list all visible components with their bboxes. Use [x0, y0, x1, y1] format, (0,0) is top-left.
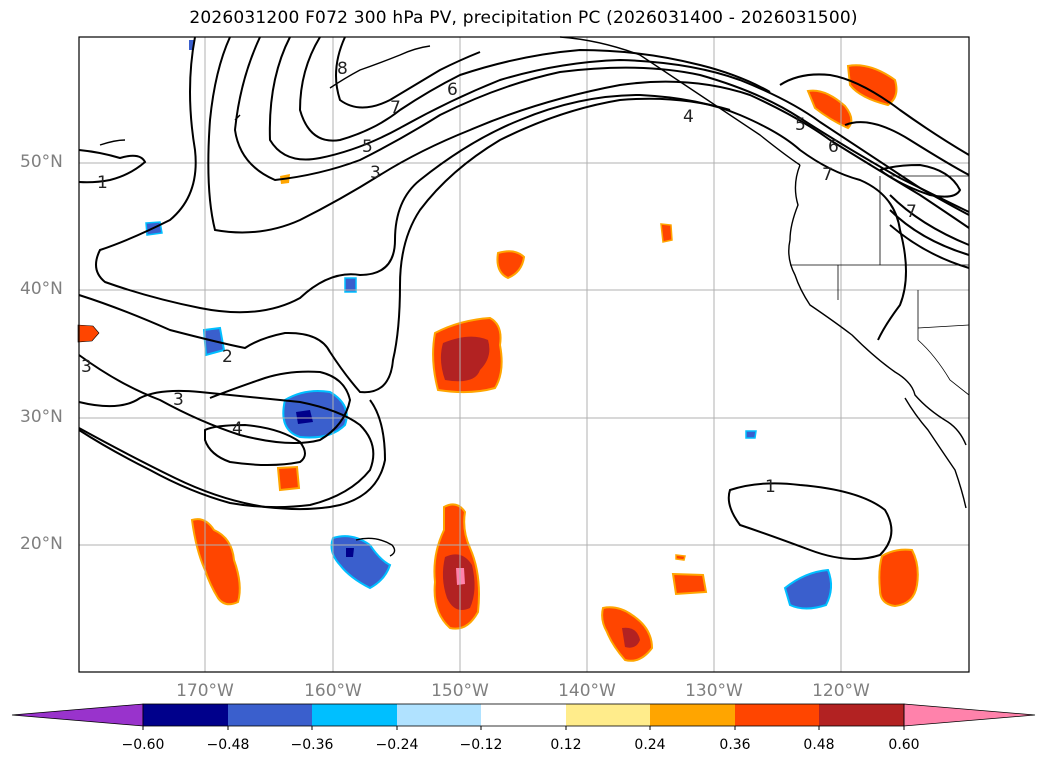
contour-label: 7 — [906, 202, 917, 222]
colorbar-segment — [397, 704, 481, 726]
colorbar-tick: 0.12 — [550, 737, 582, 753]
pv-contours — [78, 36, 970, 560]
colorbar-segment — [143, 704, 228, 726]
colorbar-segment — [481, 704, 566, 726]
colorbar-tick: −0.12 — [459, 737, 503, 753]
lon-label-160w: 160°W — [304, 681, 362, 701]
contour-label: 7 — [822, 165, 833, 185]
lat-label-30n: 30°N — [20, 407, 63, 427]
lon-label-120w: 120°W — [812, 681, 870, 701]
colorbar-tick: −0.48 — [206, 737, 250, 753]
lat-label-40n: 40°N — [20, 279, 63, 299]
colorbar-segment — [735, 704, 819, 726]
colorbar-segment — [566, 704, 650, 726]
contour-label: 6 — [447, 80, 458, 100]
pv-contour-labels: 1 2 3 4 5 6 7 8 1 3 4 5 6 7 7 3 — [81, 59, 917, 497]
colorbar-segment — [650, 704, 735, 726]
contour-label: 2 — [222, 347, 233, 367]
colorbar-tick: 0.24 — [634, 737, 666, 753]
colorbar-tick: −0.36 — [290, 737, 334, 753]
lon-label-150w: 150°W — [431, 681, 489, 701]
contour-label: 1 — [97, 173, 108, 193]
contour-label: 8 — [337, 59, 348, 79]
lon-label-140w: 140°W — [558, 681, 616, 701]
precip-negative-areas — [145, 40, 832, 610]
contour-label: 3 — [370, 163, 381, 183]
colorbar-segment — [228, 704, 312, 726]
colorbar — [11, 703, 1036, 730]
colorbar-tick: −0.60 — [121, 737, 165, 753]
contour-label: 5 — [795, 115, 806, 135]
contour-label: 3 — [173, 390, 184, 410]
contour-label: 3 — [81, 357, 92, 377]
lon-label-170w: 170°W — [176, 681, 234, 701]
lat-label-20n: 20°N — [20, 534, 63, 554]
contour-label: 4 — [232, 419, 243, 439]
precip-positive-areas — [77, 64, 919, 662]
contour-label: 5 — [362, 137, 373, 157]
lon-label-130w: 130°W — [685, 681, 743, 701]
contour-label: 6 — [828, 137, 839, 157]
lat-label-50n: 50°N — [20, 152, 63, 172]
contour-label: 7 — [390, 98, 401, 118]
colorbar-tick: 0.60 — [888, 737, 920, 753]
colorbar-tick: 0.48 — [803, 737, 835, 753]
contour-label: 1 — [765, 477, 776, 497]
colorbar-tick: −0.24 — [375, 737, 419, 753]
contour-label: 4 — [683, 107, 694, 127]
colorbar-segment — [819, 704, 904, 726]
coastlines — [99, 36, 967, 557]
colorbar-tick: 0.36 — [719, 737, 751, 753]
map-title: 2026031200 F072 300 hPa PV, precipitatio… — [189, 8, 858, 28]
colorbar-segment — [312, 704, 397, 726]
